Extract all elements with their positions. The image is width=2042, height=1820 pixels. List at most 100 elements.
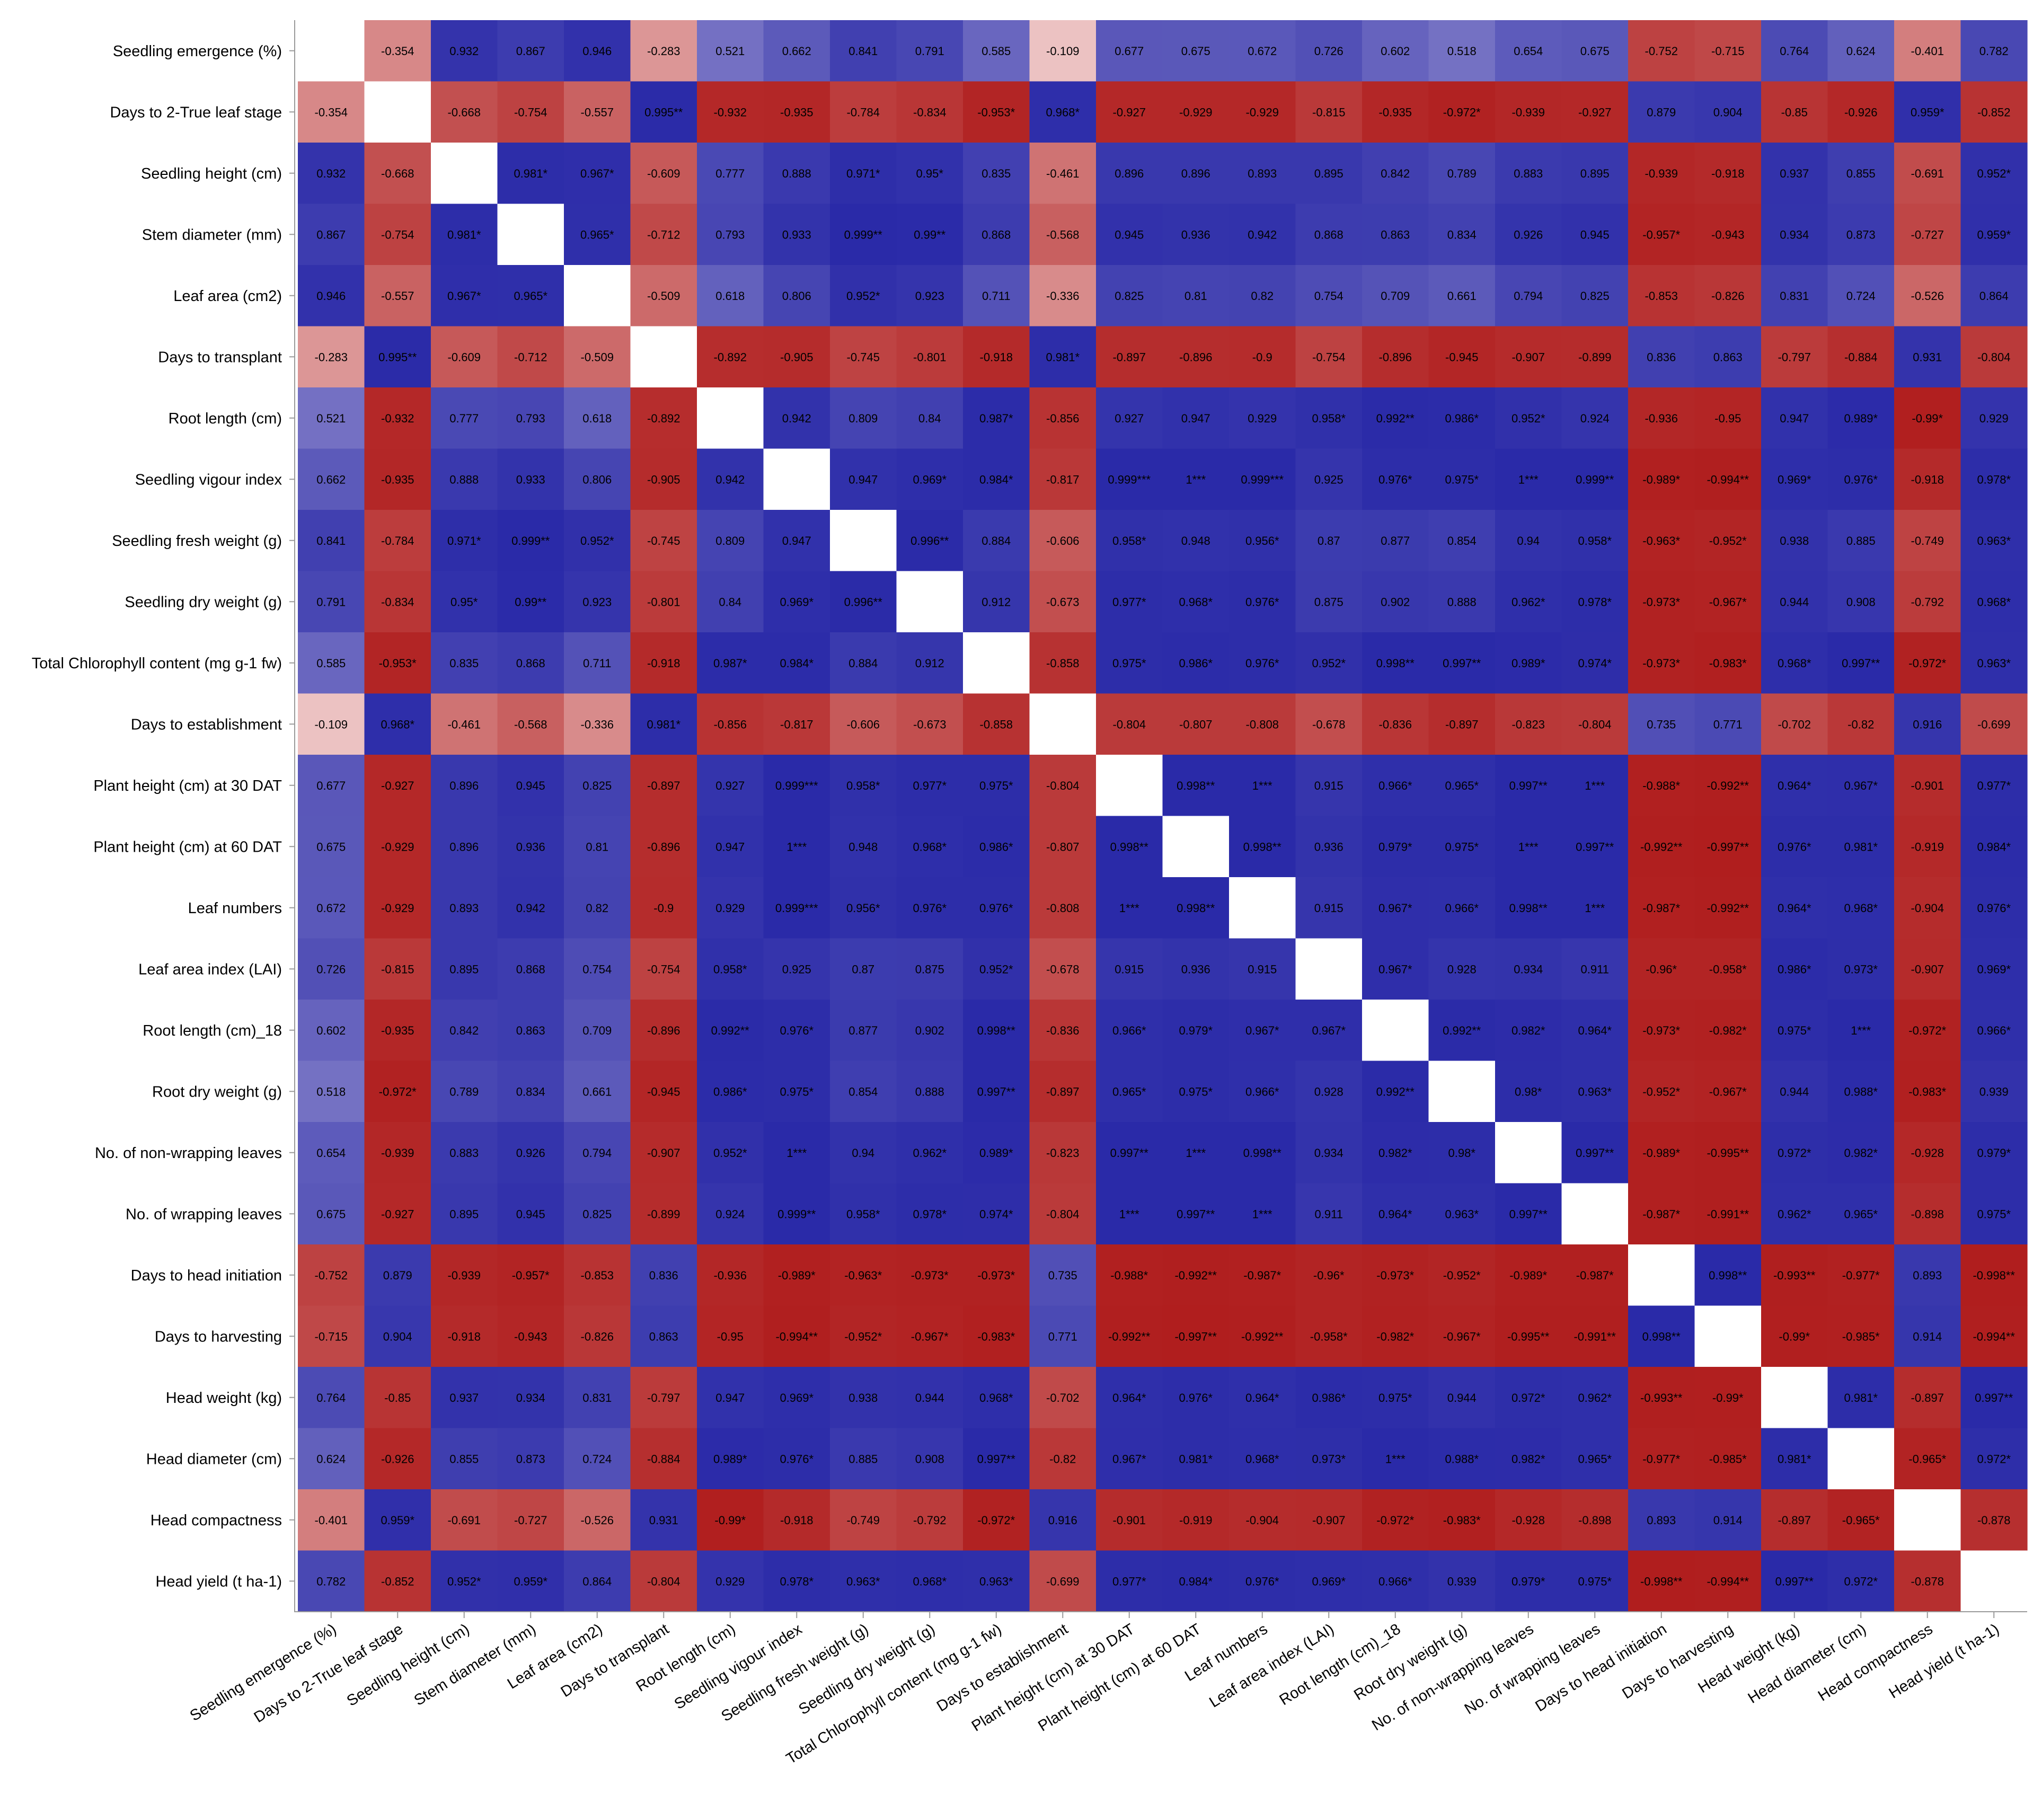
heatmap-cell <box>630 143 697 205</box>
heatmap-cell <box>1029 265 1097 327</box>
heatmap-cell <box>830 816 897 878</box>
heatmap-cell <box>763 81 830 143</box>
heatmap-cell <box>1561 1000 1629 1062</box>
heatmap-cell <box>1761 571 1828 633</box>
heatmap-cell <box>1428 938 1496 1000</box>
heatmap-cell <box>963 265 1030 327</box>
heatmap-cell <box>1096 1000 1163 1062</box>
cell-value-label: -0.801 <box>913 350 946 364</box>
heatmap-cell <box>630 1305 697 1367</box>
diagonal-cell <box>1362 1000 1429 1062</box>
cell-value-label: 0.926 <box>516 1146 545 1160</box>
cell-value-label: 0.893 <box>1647 1514 1676 1527</box>
cell-value-label: 0.982* <box>1844 1146 1878 1160</box>
cell-value-label: 0.912 <box>982 595 1011 608</box>
heatmap-cell <box>1362 1122 1429 1184</box>
heatmap-cell <box>1295 1061 1363 1123</box>
cell-value-label: 0.936 <box>1314 840 1343 853</box>
cell-value-label: 0.938 <box>848 1391 878 1404</box>
cell-value-label: -0.804 <box>1578 718 1611 731</box>
cell-value-label: 0.82 <box>1251 289 1274 303</box>
cell-value-label: -0.983* <box>1908 1085 1946 1098</box>
cell-value-label: 0.995** <box>644 105 683 119</box>
heatmap-cell <box>1827 20 1895 82</box>
cell-value-label: -0.752 <box>1645 45 1678 58</box>
cell-value-label: 0.978* <box>1977 473 2011 486</box>
cell-value-label: 0.966* <box>1245 1085 1279 1098</box>
heatmap-cell <box>1029 938 1097 1000</box>
heatmap-cell <box>1694 1428 1762 1490</box>
heatmap-cell <box>1428 204 1496 266</box>
diagonal-cell <box>963 632 1030 694</box>
cell-value-label: -0.897 <box>1778 1514 1811 1527</box>
cell-value-label: 0.999*** <box>1241 473 1284 486</box>
cell-value-label: 0.875 <box>1314 595 1343 608</box>
heatmap-cell <box>896 265 963 327</box>
heatmap-cell <box>896 1489 963 1551</box>
heatmap-cell <box>1827 1305 1895 1367</box>
heatmap-cell <box>497 755 564 817</box>
cell-value-label: -0.989* <box>1642 1146 1680 1160</box>
cell-value-label: -0.99* <box>1712 1391 1744 1404</box>
cell-value-label: -0.935 <box>381 1024 414 1037</box>
cell-value-label: -0.905 <box>780 350 813 364</box>
cell-value-label: -0.668 <box>381 167 414 180</box>
diagonal-cell <box>896 571 963 633</box>
cell-value-label: 0.976* <box>1977 902 2011 915</box>
cell-value-label: -0.609 <box>647 167 680 180</box>
heatmap-cell <box>1162 1428 1230 1490</box>
cell-value-label: -0.952* <box>1642 1085 1680 1098</box>
row-label-stem-diameter-mm: Stem diameter (mm) <box>142 226 282 243</box>
cell-value-label: 0.896 <box>1115 167 1144 180</box>
cell-value-label: 0.952* <box>1312 657 1346 670</box>
heatmap-cell <box>1761 938 1828 1000</box>
cell-value-label: 0.841 <box>848 45 878 58</box>
row-label-root-dry-weight-g: Root dry weight (g) <box>152 1083 282 1100</box>
heatmap-cell <box>896 1000 963 1062</box>
cell-value-label: 1*** <box>1518 473 1539 486</box>
cell-value-label: -0.401 <box>1911 45 1944 58</box>
heatmap-cell <box>830 877 897 939</box>
diagonal-cell <box>431 143 498 205</box>
heatmap-cell <box>298 81 365 143</box>
cell-value-label: 0.976* <box>780 1024 814 1037</box>
cell-value-label: -0.935 <box>381 473 414 486</box>
cell-value-label: -0.958* <box>1709 962 1747 976</box>
heatmap-cell <box>1362 877 1429 939</box>
heatmap-cell <box>1694 755 1762 817</box>
heatmap-cell <box>1761 448 1828 510</box>
heatmap-cell <box>1960 204 2028 266</box>
heatmap-cell <box>763 877 830 939</box>
cell-value-label: -0.699 <box>1046 1575 1079 1588</box>
cell-value-label: 0.962* <box>1578 1391 1612 1404</box>
heatmap-cell <box>1295 387 1363 449</box>
heatmap-cell <box>1960 755 2028 817</box>
heatmap-cell <box>564 326 631 388</box>
heatmap-cell <box>1628 693 1695 755</box>
row-label-head-weight-kg: Head weight (kg) <box>166 1390 282 1407</box>
heatmap-cell <box>963 571 1030 633</box>
cell-value-label: 0.944 <box>915 1391 944 1404</box>
heatmap-cell <box>1495 20 1562 82</box>
heatmap-cell <box>431 387 498 449</box>
heatmap-cell <box>431 1305 498 1367</box>
heatmap-cell <box>298 387 365 449</box>
heatmap-cell <box>1029 1244 1097 1306</box>
cell-value-label: -0.354 <box>315 105 348 119</box>
heatmap-cell <box>1628 326 1695 388</box>
heatmap-cell <box>896 1244 963 1306</box>
cell-value-label: 0.975* <box>1977 1207 2011 1221</box>
cell-value-label: -0.963* <box>1642 534 1680 547</box>
cell-value-label: 0.952* <box>1977 167 2011 180</box>
cell-value-label: -0.836 <box>1379 718 1412 731</box>
cell-value-label: -0.727 <box>1911 228 1944 241</box>
heatmap-cell <box>1960 571 2028 633</box>
heatmap-cell <box>1295 448 1363 510</box>
heatmap-cell <box>298 1550 365 1612</box>
row-label-no-of-wrapping-leaves: No. of wrapping leaves <box>126 1206 282 1223</box>
heatmap-cell <box>1761 632 1828 694</box>
cell-value-label: 0.912 <box>915 657 944 670</box>
heatmap-cell <box>564 632 631 694</box>
cell-value-label: 0.914 <box>1713 1514 1743 1527</box>
heatmap-cell <box>963 204 1030 266</box>
